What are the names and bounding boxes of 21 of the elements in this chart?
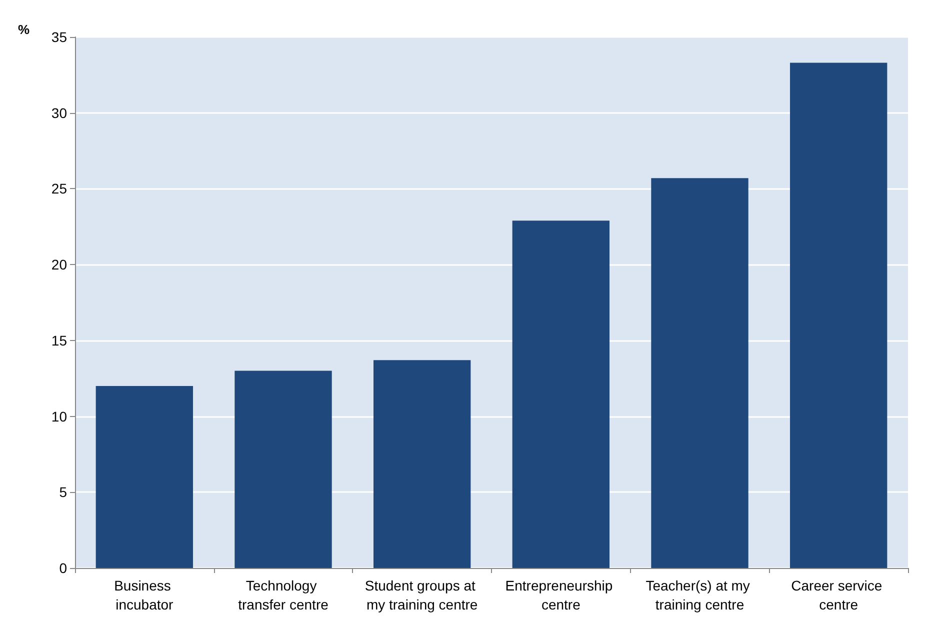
y-tick-label: 25 bbox=[51, 180, 68, 197]
y-tick-label: 35 bbox=[51, 29, 68, 45]
x-tick-label: Technology transfer centre bbox=[238, 578, 329, 612]
y-tick-label: 0 bbox=[59, 560, 68, 576]
bar bbox=[373, 360, 471, 568]
bar bbox=[790, 62, 888, 568]
x-tick-label: Entrepreneurship centre bbox=[505, 578, 617, 612]
bar bbox=[96, 386, 194, 568]
y-tick-label: 30 bbox=[51, 104, 68, 121]
bar bbox=[512, 220, 610, 568]
y-tick-label: 5 bbox=[59, 484, 68, 500]
y-tick-label: 20 bbox=[51, 256, 68, 273]
x-tick-label: Teacher(s) at my training centre bbox=[646, 578, 754, 612]
x-tick-label: Student groups at my training centre bbox=[364, 578, 480, 612]
bar bbox=[234, 370, 332, 568]
x-tick-label: Career service centre bbox=[791, 578, 886, 612]
y-tick-label: 10 bbox=[51, 408, 68, 424]
bar bbox=[651, 178, 748, 568]
y-tick-label: 15 bbox=[51, 332, 68, 348]
x-tick-label: Business incubator bbox=[114, 578, 175, 612]
y-axis-title: % bbox=[18, 22, 30, 37]
